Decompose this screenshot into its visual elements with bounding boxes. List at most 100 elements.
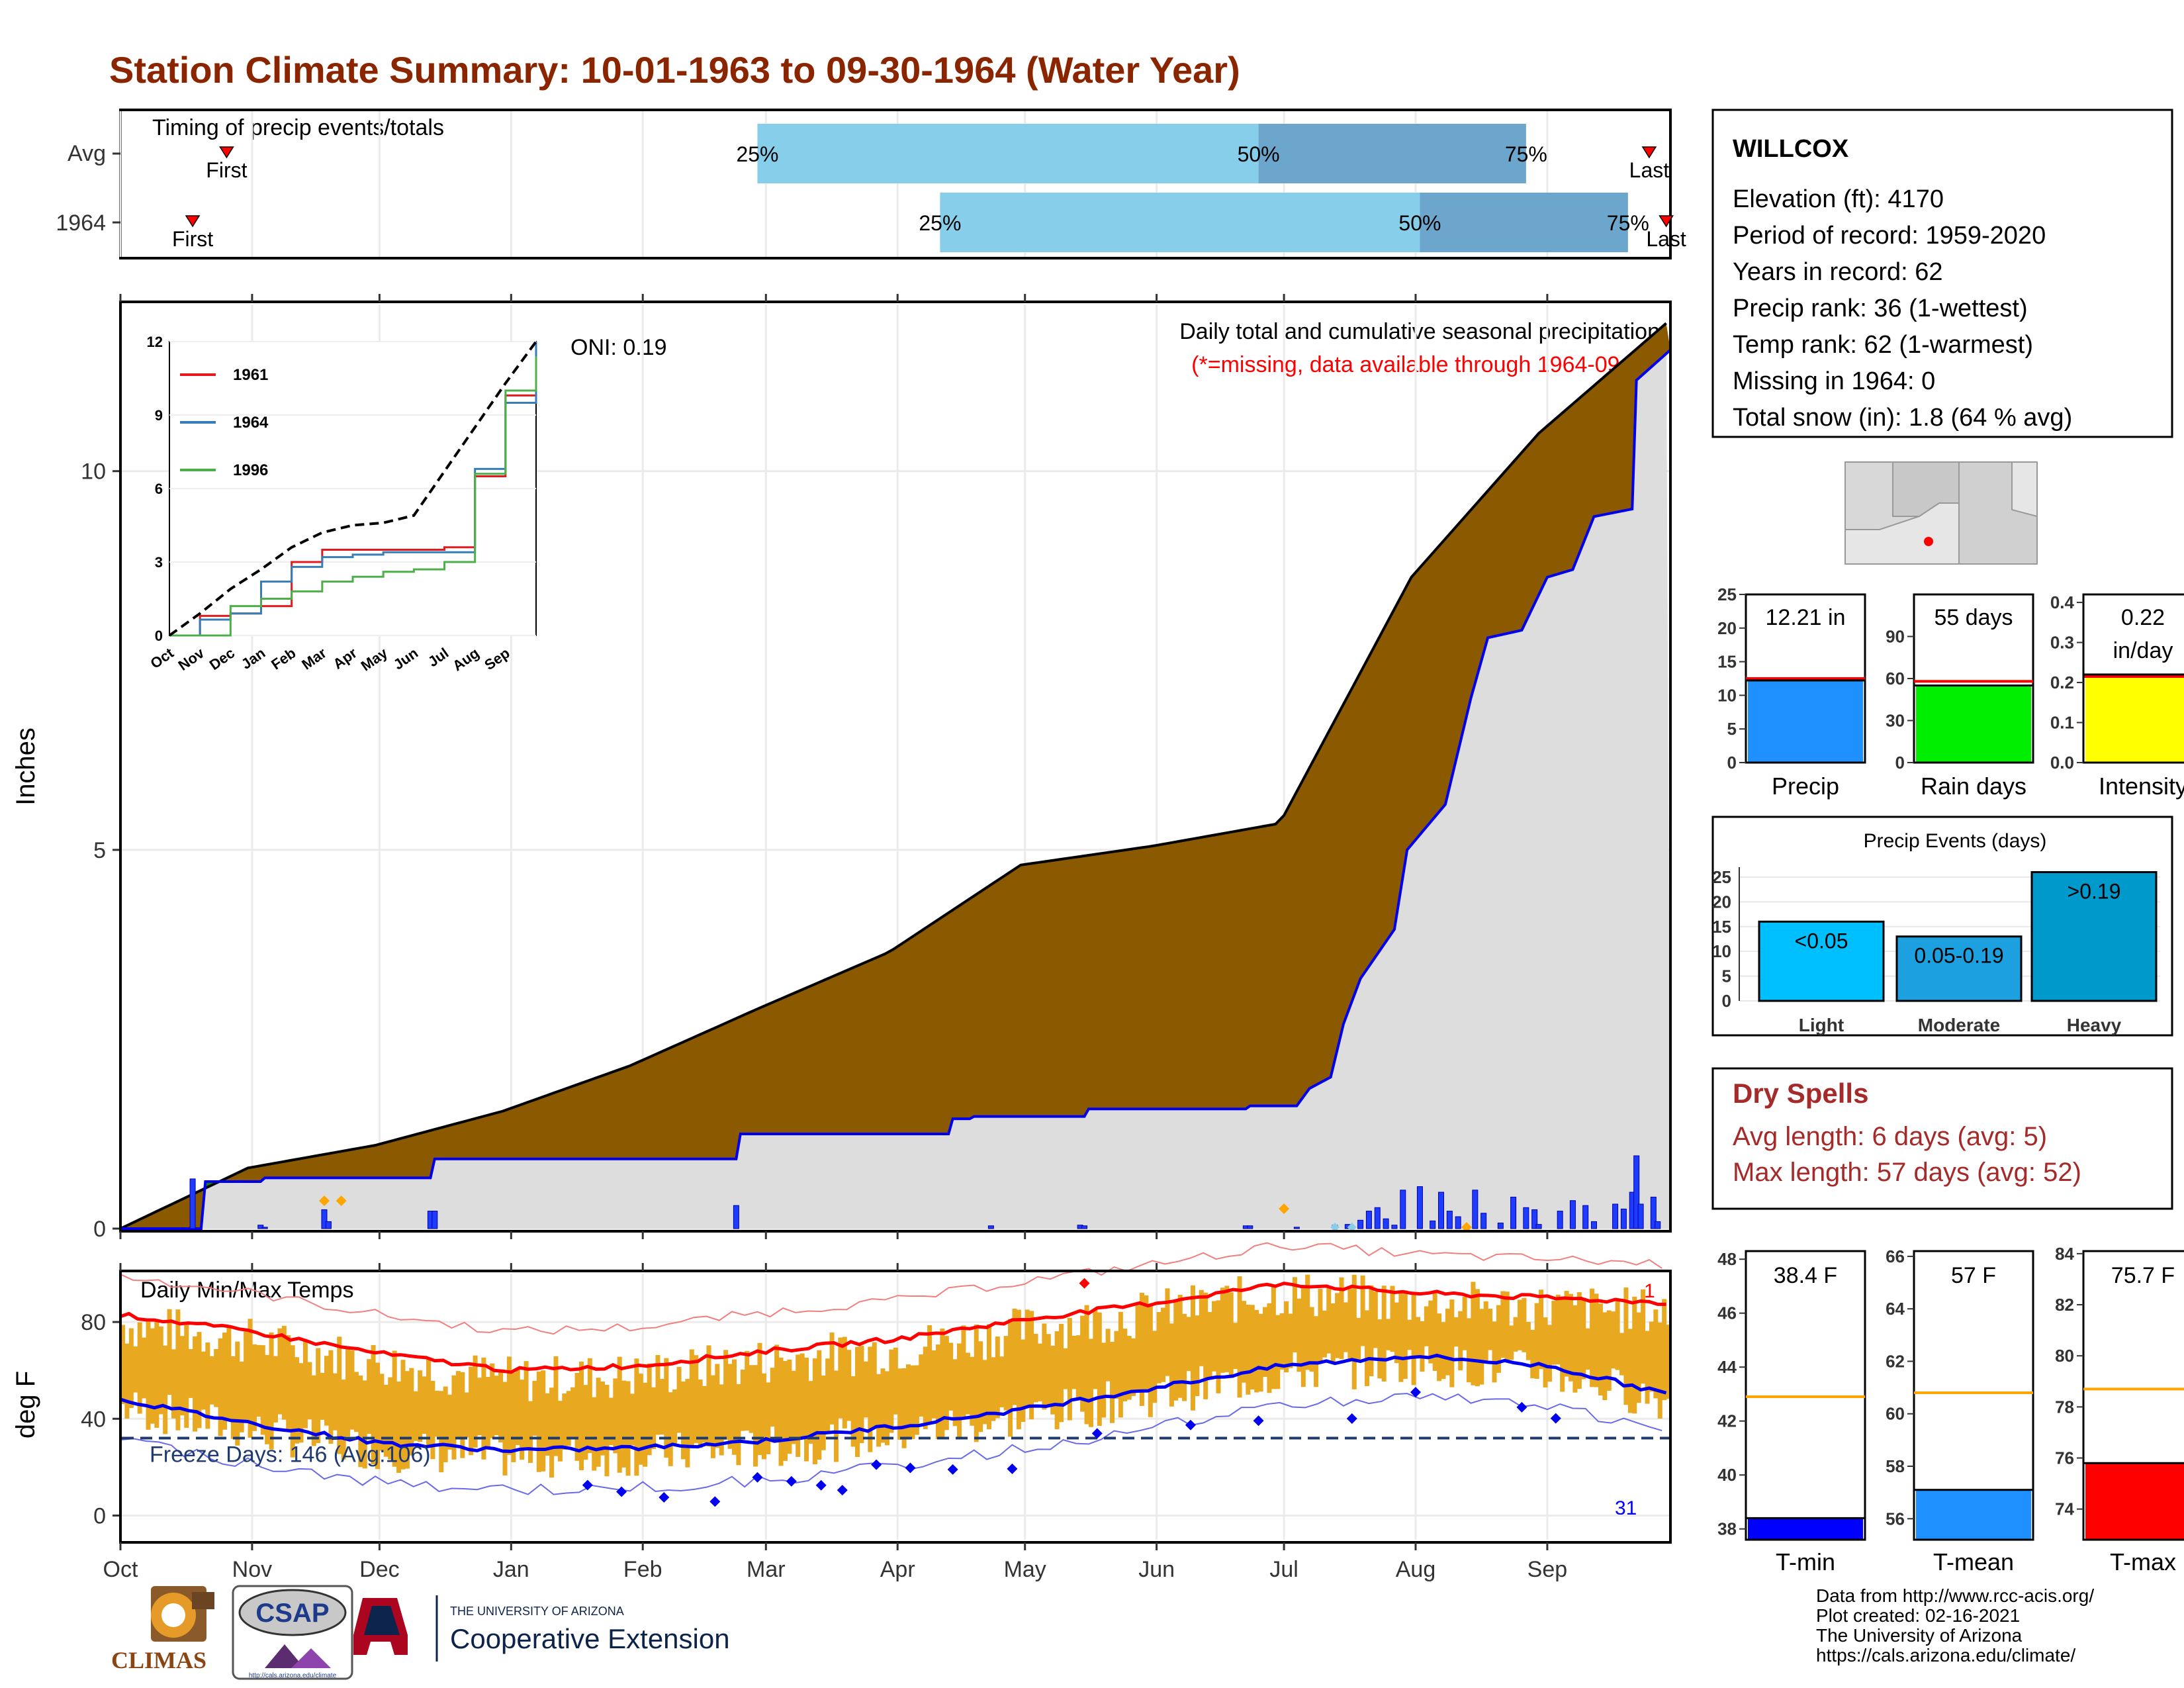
record-high-marker xyxy=(1079,1278,1090,1289)
daily-temp-bar xyxy=(1496,1305,1501,1373)
daily-precip-bar xyxy=(1569,1200,1576,1229)
daily-temp-bar xyxy=(727,1364,733,1449)
precip-ytick-label: 10 xyxy=(81,459,106,485)
daily-temp-bar xyxy=(1110,1342,1115,1423)
events-bar-label: Heavy xyxy=(2067,1015,2122,1035)
month-label: Dec xyxy=(359,1557,399,1582)
stat-bar-tick-label: 0.3 xyxy=(2050,633,2074,653)
daily-temp-bar xyxy=(1475,1289,1480,1387)
daily-temp-bar xyxy=(388,1377,393,1460)
daily-temp-bar xyxy=(1177,1294,1183,1398)
daily-precip-bar xyxy=(189,1178,196,1229)
daily-temp-bar xyxy=(137,1322,142,1414)
daily-temp-bar xyxy=(290,1345,295,1458)
daily-temp-bar xyxy=(774,1344,780,1442)
daily-temp-bar xyxy=(235,1341,240,1446)
daily-temp-bar xyxy=(553,1356,559,1456)
daily-temp-bar xyxy=(358,1375,363,1468)
daily-precip-bar xyxy=(987,1225,994,1229)
daily-temp-bar xyxy=(778,1357,784,1466)
timing-first-label: First xyxy=(172,227,213,251)
avg-min-line xyxy=(120,1353,1667,1453)
daily-temp-bar xyxy=(706,1345,711,1447)
timing-bar-50-75 xyxy=(1420,193,1628,252)
daily-temp-bar xyxy=(557,1401,563,1462)
station-info-line: Precip rank: 36 (1-wettest) xyxy=(1733,295,2028,322)
daily-temp-bar xyxy=(1105,1329,1111,1382)
record-low-marker xyxy=(752,1472,763,1483)
daily-temp-bar xyxy=(1305,1274,1310,1370)
freeze-label: Freeze Days: 146 (Avg:106) xyxy=(150,1442,431,1468)
daily-temp-bar xyxy=(1365,1310,1370,1386)
daily-temp-bar xyxy=(1390,1286,1395,1352)
daily-temp-bar xyxy=(1267,1303,1272,1393)
temp-bar-tick-label: 78 xyxy=(2055,1397,2074,1417)
timing-pct-label: 25% xyxy=(919,211,961,235)
daily-temp-bar xyxy=(694,1355,699,1443)
temp-bar-value: 38.4 F xyxy=(1774,1263,1837,1288)
daily-temp-bar xyxy=(940,1328,945,1438)
daily-temp-bar xyxy=(608,1397,614,1446)
inset-legend-label: 1961 xyxy=(233,366,268,384)
daily-temp-bar xyxy=(1602,1312,1608,1401)
daily-temp-bar xyxy=(1445,1308,1450,1376)
daily-temp-bar xyxy=(745,1350,750,1431)
daily-temp-bar xyxy=(1653,1309,1659,1399)
daily-temp-bar xyxy=(731,1359,737,1455)
daily-temp-bar xyxy=(876,1374,882,1447)
temp-bar-label: T-max xyxy=(2110,1548,2176,1575)
stat-bar-fill xyxy=(1916,685,2031,763)
daily-temp-bar xyxy=(1063,1348,1068,1389)
daily-temp-bar xyxy=(715,1364,720,1448)
daily-precip-bar xyxy=(1655,1221,1661,1229)
daily-temp-bar xyxy=(880,1368,886,1443)
daily-temp-bar xyxy=(1186,1317,1191,1372)
daily-temp-bar xyxy=(124,1343,130,1419)
daily-temp-bar xyxy=(1050,1345,1056,1415)
daily-temp-bar xyxy=(146,1320,151,1430)
events-tick-label: 10 xyxy=(1712,941,1731,961)
deficit-area xyxy=(120,323,1670,1229)
stat-bar-value-unit: in/day xyxy=(2113,638,2173,663)
timing-pct-label: 75% xyxy=(1505,142,1547,166)
daily-temp-bar xyxy=(175,1309,181,1430)
daily-temp-bar xyxy=(1402,1290,1408,1379)
daily-precip-bar xyxy=(1455,1216,1461,1229)
daily-temp-bar xyxy=(1518,1299,1523,1350)
daily-temp-bar xyxy=(1581,1299,1586,1380)
daily-temp-bar xyxy=(1228,1292,1234,1378)
daily-temp-bar xyxy=(1088,1338,1093,1427)
daily-temp-bar xyxy=(1534,1303,1539,1379)
stat-bar-tick-label: 5 xyxy=(1727,719,1737,739)
daily-temp-bar xyxy=(1606,1310,1612,1391)
temp-bar-fill xyxy=(2085,1463,2184,1540)
daily-temp-bar xyxy=(375,1362,381,1470)
daily-temp-bar xyxy=(1101,1342,1107,1418)
daily-temp-bar xyxy=(473,1355,478,1448)
events-bar-label: Light xyxy=(1799,1015,1844,1035)
credits: Data from http://www.rcc-acis.org/Plot c… xyxy=(1816,1585,2094,1665)
daily-temp-bar xyxy=(1611,1311,1616,1369)
daily-temp-bar xyxy=(1615,1299,1620,1370)
daily-temp-bar xyxy=(613,1378,618,1454)
daily-temp-bar xyxy=(782,1360,788,1461)
timing-first-label: First xyxy=(206,158,247,182)
daily-temp-bar xyxy=(494,1376,499,1436)
climas-text: CLIMAS xyxy=(111,1647,206,1673)
daily-temp-bar xyxy=(1297,1298,1302,1372)
daily-temp-bar xyxy=(1381,1286,1387,1382)
daily-temp-bar xyxy=(1237,1276,1242,1398)
events-bar-label: Moderate xyxy=(1918,1015,2000,1035)
daily-temp-bar xyxy=(451,1375,457,1460)
daily-temp-bar xyxy=(723,1350,729,1440)
daily-temp-bar xyxy=(842,1336,847,1429)
daily-precip-bar xyxy=(1612,1203,1619,1229)
timing-pct-label: 50% xyxy=(1238,142,1280,166)
daily-temp-bar xyxy=(1356,1317,1361,1362)
record-low-marker xyxy=(837,1485,848,1496)
temp-label: Daily Min/Max Temps xyxy=(140,1278,353,1303)
daily-temp-bar xyxy=(1662,1299,1667,1401)
daily-temp-bar xyxy=(1216,1300,1221,1393)
daily-temp-bar xyxy=(1560,1298,1565,1392)
inset-ytick-label: 12 xyxy=(147,334,163,350)
